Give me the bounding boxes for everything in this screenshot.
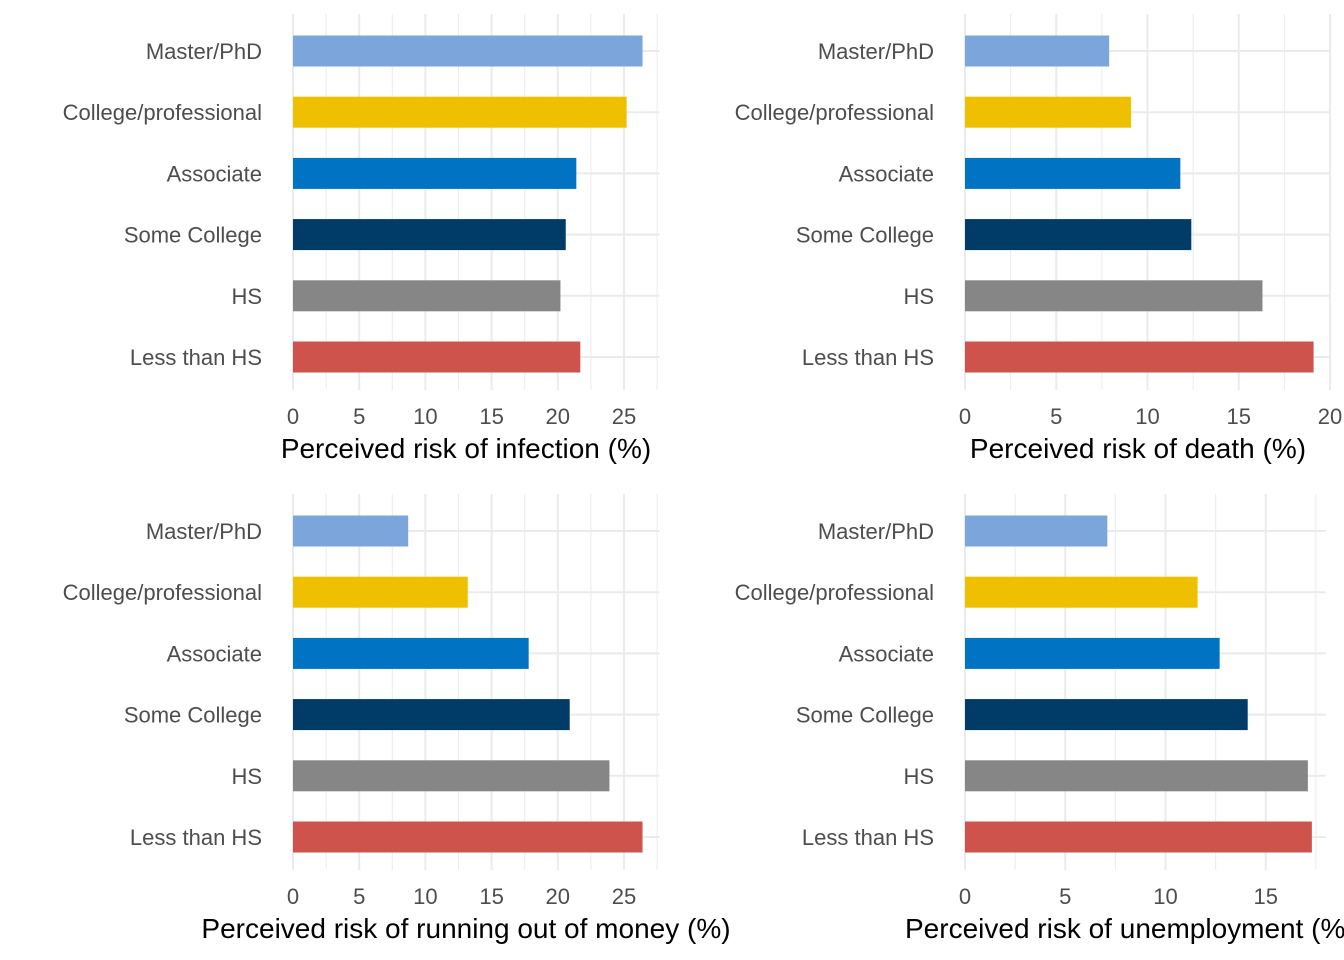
category-label: Associate xyxy=(167,641,262,666)
category-label: Less than HS xyxy=(802,345,934,370)
category-label: Some College xyxy=(796,703,934,728)
category-label: College/professional xyxy=(735,100,934,125)
bar-college-professional xyxy=(965,576,1198,608)
bar-master-phd xyxy=(293,35,643,67)
bar-master-phd xyxy=(293,515,409,547)
x-tick-label: 20 xyxy=(546,404,570,429)
category-labels: Less than HS HS Some College Associate Colle… xyxy=(63,519,262,850)
category-label: College/professional xyxy=(63,100,262,125)
panel-death: Less than HS HS Some College Associate Colle… xyxy=(735,14,1342,464)
x-axis-title: Perceived risk of death (%) xyxy=(970,433,1306,464)
category-label: Master/PhD xyxy=(146,519,262,544)
bar-hs xyxy=(965,280,1263,312)
x-tick-label: 0 xyxy=(287,404,299,429)
bars xyxy=(293,515,643,853)
bar-some-college xyxy=(965,699,1248,731)
bar-master-phd xyxy=(965,35,1110,67)
panel-unemployment: Less than HS HS Some College Associate Colle… xyxy=(735,494,1344,944)
category-label: Less than HS xyxy=(130,345,262,370)
x-tick-label: 0 xyxy=(959,404,971,429)
x-tick-label: 15 xyxy=(479,884,503,909)
x-tick-label: 5 xyxy=(353,884,365,909)
x-tick-label: 25 xyxy=(612,404,636,429)
grid xyxy=(964,494,1326,870)
bars xyxy=(965,515,1312,853)
category-label: Master/PhD xyxy=(146,39,262,64)
x-tick-label: 15 xyxy=(479,404,503,429)
bar-less-than-hs xyxy=(965,341,1314,373)
bar-master-phd xyxy=(965,515,1108,547)
panel-money: Less than HS HS Some College Associate Colle… xyxy=(63,494,731,944)
x-tick-label: 15 xyxy=(1227,404,1251,429)
bar-associate xyxy=(293,157,577,189)
bar-associate xyxy=(965,157,1181,189)
grid xyxy=(964,14,1331,390)
category-labels: Less than HS HS Some College Associate Colle… xyxy=(63,39,262,370)
bar-hs xyxy=(293,280,561,312)
category-label: HS xyxy=(231,764,262,789)
category-label: College/professional xyxy=(63,580,262,605)
category-label: HS xyxy=(903,764,934,789)
x-tick-label: 20 xyxy=(546,884,570,909)
x-axis-title: Perceived risk of unemployment (%) xyxy=(905,913,1344,944)
x-tick-label: 5 xyxy=(1059,884,1071,909)
bar-some-college xyxy=(293,219,566,251)
category-label: Some College xyxy=(796,223,934,248)
x-tick-labels: 0 5 10 15 xyxy=(959,884,1278,909)
bar-college-professional xyxy=(293,96,627,128)
x-axis-title: Perceived risk of running out of money (… xyxy=(201,913,730,944)
x-tick-labels: 0 5 10 15 20 25 xyxy=(287,884,636,909)
category-label: Associate xyxy=(839,161,934,186)
x-tick-label: 5 xyxy=(1050,404,1062,429)
bar-less-than-hs xyxy=(293,821,643,853)
category-label: HS xyxy=(903,284,934,309)
bar-associate xyxy=(965,637,1220,669)
x-tick-label: 25 xyxy=(612,884,636,909)
category-label: Less than HS xyxy=(802,825,934,850)
x-tick-label: 0 xyxy=(287,884,299,909)
category-label: Associate xyxy=(839,641,934,666)
x-tick-labels: 0 5 10 15 20 25 xyxy=(287,404,636,429)
x-tick-label: 0 xyxy=(959,884,971,909)
category-label: HS xyxy=(231,284,262,309)
category-label: Master/PhD xyxy=(818,39,934,64)
bars xyxy=(965,35,1314,373)
bar-less-than-hs xyxy=(293,341,581,373)
bar-college-professional xyxy=(965,96,1132,128)
x-axis-title: Perceived risk of infection (%) xyxy=(281,433,651,464)
x-tick-label: 20 xyxy=(1318,404,1342,429)
x-tick-labels: 0 5 10 15 20 xyxy=(959,404,1342,429)
x-tick-label: 10 xyxy=(413,884,437,909)
bar-hs xyxy=(965,760,1308,792)
grid xyxy=(292,494,660,870)
category-labels: Less than HS HS Some College Associate Colle… xyxy=(735,39,934,370)
category-label: College/professional xyxy=(735,580,934,605)
x-tick-label: 15 xyxy=(1254,884,1278,909)
bar-associate xyxy=(293,637,529,669)
category-label: Some College xyxy=(124,703,262,728)
category-label: Master/PhD xyxy=(818,519,934,544)
bar-less-than-hs xyxy=(965,821,1312,853)
bar-some-college xyxy=(965,219,1192,251)
category-label: Some College xyxy=(124,223,262,248)
category-label: Associate xyxy=(167,161,262,186)
grid xyxy=(292,14,660,390)
bar-hs xyxy=(293,760,610,792)
x-tick-label: 10 xyxy=(413,404,437,429)
x-tick-label: 10 xyxy=(1153,884,1177,909)
x-tick-label: 10 xyxy=(1135,404,1159,429)
panel-infection: Less than HS HS Some College Associate Colle… xyxy=(63,14,660,464)
bar-some-college xyxy=(293,699,570,731)
category-labels: Less than HS HS Some College Associate Colle… xyxy=(735,519,934,850)
x-tick-label: 5 xyxy=(353,404,365,429)
category-label: Less than HS xyxy=(130,825,262,850)
bars xyxy=(293,35,643,373)
bar-college-professional xyxy=(293,576,468,608)
